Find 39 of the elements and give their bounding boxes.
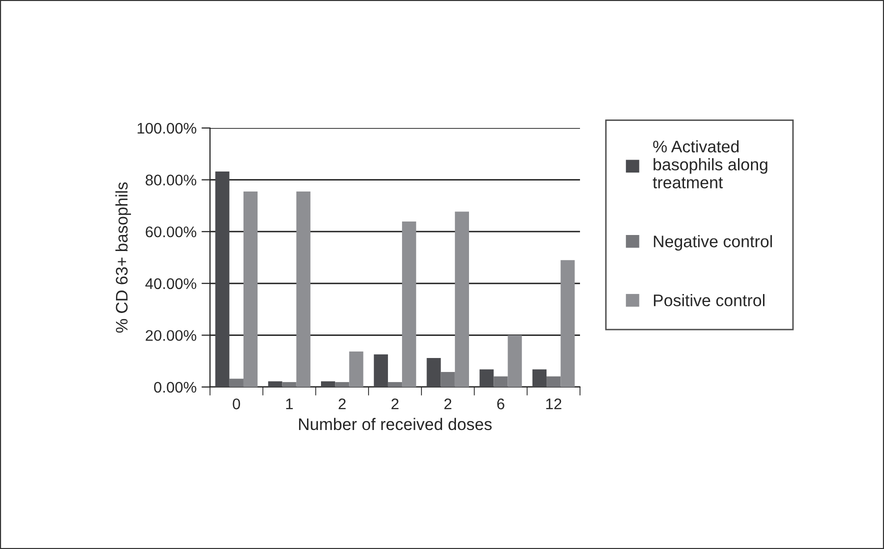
y-axis-title: % CD 63+ basophils bbox=[115, 182, 131, 333]
y-tick-label: 40.00% bbox=[145, 278, 196, 290]
y-tick-label: 20.00% bbox=[146, 330, 196, 341]
bar bbox=[426, 358, 441, 387]
x-tick-label: 0 bbox=[232, 398, 240, 410]
bar bbox=[546, 376, 561, 387]
bar bbox=[335, 382, 350, 387]
x-tick-label: 2 bbox=[392, 398, 398, 410]
x-tick-label: 12 bbox=[546, 398, 562, 410]
x-tick-label: 1 bbox=[286, 398, 293, 410]
legend-label: Positive control bbox=[654, 294, 764, 306]
bar bbox=[296, 191, 310, 387]
bar bbox=[282, 382, 296, 387]
bar bbox=[374, 354, 388, 387]
bar bbox=[388, 382, 402, 387]
y-tick-label: 0.00% bbox=[154, 382, 196, 393]
bar bbox=[532, 369, 547, 387]
y-tick-label: 100.00% bbox=[138, 122, 196, 134]
x-tick-label: 2 bbox=[338, 398, 346, 410]
bar bbox=[243, 191, 258, 387]
bar bbox=[480, 369, 494, 387]
x-tick-label: 2 bbox=[444, 398, 452, 410]
y-tick-label: 80.00% bbox=[146, 174, 196, 186]
bar bbox=[454, 212, 469, 387]
y-tick-label: 60.00% bbox=[146, 226, 196, 238]
bar bbox=[349, 352, 364, 387]
x-tick-label: 6 bbox=[497, 398, 504, 410]
bar bbox=[508, 335, 522, 387]
bar bbox=[268, 381, 282, 387]
legend-label: Negative control bbox=[654, 235, 772, 251]
legend-label: % Activated basophils along treatment bbox=[652, 140, 768, 188]
bar bbox=[215, 172, 230, 387]
bar bbox=[494, 376, 508, 387]
bar bbox=[440, 372, 455, 387]
bar bbox=[560, 260, 575, 387]
bar bbox=[229, 378, 244, 387]
x-axis-title: Number of received doses bbox=[299, 418, 492, 430]
bar bbox=[402, 222, 416, 387]
bar bbox=[321, 381, 336, 387]
